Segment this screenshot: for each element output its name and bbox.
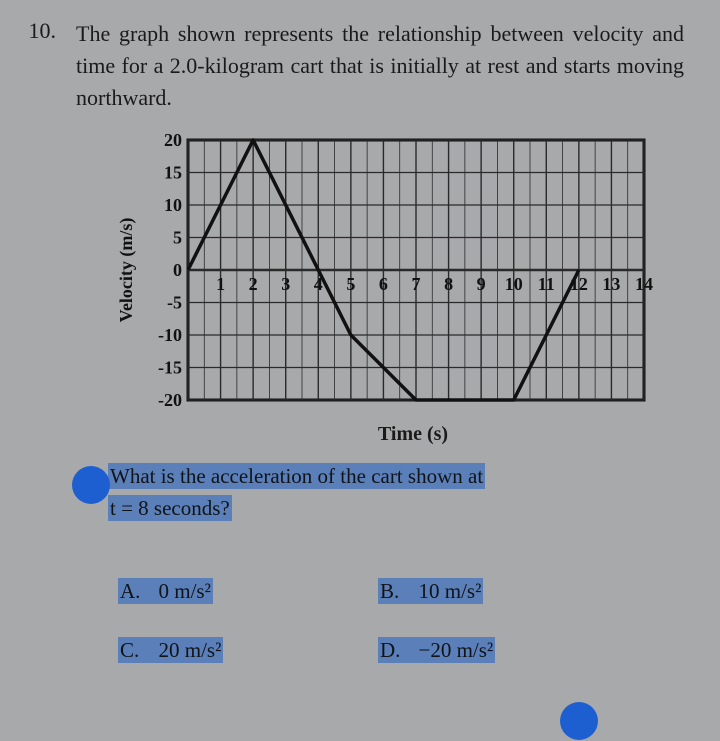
svg-text:7: 7 <box>412 274 421 294</box>
svg-text:10: 10 <box>505 274 523 294</box>
question-number: 10. <box>20 18 56 114</box>
subquestion-line1: What is the acceleration of the cart sho… <box>108 460 684 493</box>
svg-text:-15: -15 <box>158 357 182 377</box>
answer-choices: A. 0 m/s² B. 10 m/s² C. 20 m/s² D. −20 m… <box>118 579 684 663</box>
svg-text:15: 15 <box>164 162 182 182</box>
svg-text:13: 13 <box>602 274 620 294</box>
choice-c[interactable]: C. 20 m/s² <box>118 638 378 663</box>
choice-a[interactable]: A. 0 m/s² <box>118 579 378 604</box>
subquestion-line2: t = 8 seconds? <box>108 492 684 525</box>
svg-text:5: 5 <box>173 227 182 247</box>
svg-text:14: 14 <box>635 274 653 294</box>
svg-text:5: 5 <box>346 274 355 294</box>
svg-text:-5: -5 <box>167 292 182 312</box>
selection-marker-top <box>72 466 110 504</box>
question-row: 10. The graph shown represents the relat… <box>20 18 684 114</box>
svg-text:9: 9 <box>477 274 486 294</box>
chart-svg: 20151050-5-10-15-201234567891011121314Ve… <box>114 132 654 416</box>
svg-text:1: 1 <box>216 274 225 294</box>
selection-marker-bottom <box>560 702 598 740</box>
subquestion: What is the acceleration of the cart sho… <box>108 460 684 525</box>
svg-text:0: 0 <box>173 260 182 280</box>
svg-text:-20: -20 <box>158 390 182 410</box>
question-text: The graph shown represents the relations… <box>76 18 684 114</box>
choice-b[interactable]: B. 10 m/s² <box>378 579 658 604</box>
svg-text:6: 6 <box>379 274 388 294</box>
x-axis-label: Time (s) <box>142 423 684 446</box>
svg-text:20: 20 <box>164 132 182 150</box>
choice-d[interactable]: D. −20 m/s² <box>378 638 658 663</box>
svg-text:11: 11 <box>538 274 555 294</box>
svg-text:8: 8 <box>444 274 453 294</box>
svg-text:3: 3 <box>281 274 290 294</box>
svg-text:Velocity (m/s): Velocity (m/s) <box>116 217 137 322</box>
svg-text:10: 10 <box>164 195 182 215</box>
svg-text:-10: -10 <box>158 325 182 345</box>
velocity-time-chart: 20151050-5-10-15-201234567891011121314Ve… <box>114 132 684 446</box>
svg-text:2: 2 <box>249 274 258 294</box>
